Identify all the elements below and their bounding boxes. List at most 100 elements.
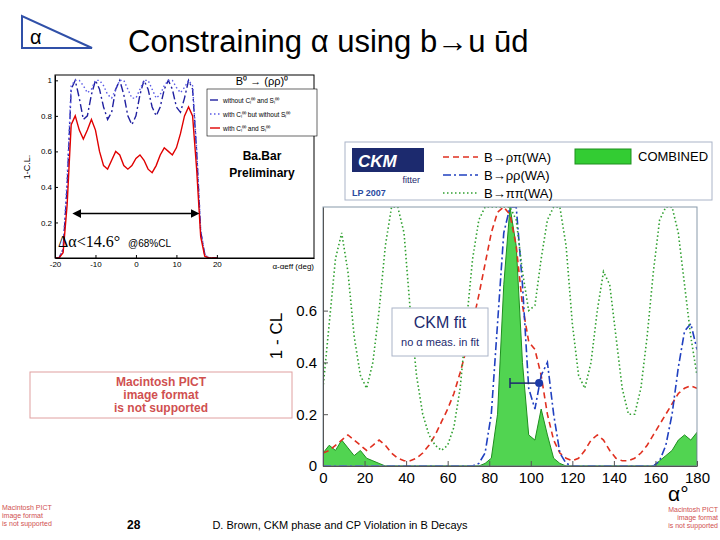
legend-box [207, 89, 317, 136]
logo-text: CKM [358, 152, 398, 171]
legend-swatch [443, 192, 478, 194]
x-tick-mark [655, 461, 656, 466]
plot-frame [55, 75, 314, 258]
legend-swatch [575, 149, 631, 164]
line-series [323, 207, 697, 461]
section-icon [22, 16, 92, 48]
annotation-text: no α meas. in fit [401, 336, 479, 348]
y-tick-mark [55, 222, 58, 223]
x-tick: 160 [643, 461, 668, 486]
error-bar [510, 382, 539, 384]
legend: CKMfitterLP 2007B→ρπ(WA)B→ρρ(WA)B→ππ(WA)… [345, 142, 712, 201]
placeholder-text: Macintosh PICT [116, 375, 207, 389]
x-tick-label: 20 [357, 469, 374, 486]
x-tick-mark [406, 461, 407, 466]
placeholder-text: image format [123, 388, 198, 402]
slide: αConstraining α using b→u ūd020406080100… [0, 0, 720, 540]
x-tick-label: 0 [319, 469, 327, 486]
y-tick-label: 1 [48, 76, 53, 85]
x-tick-mark [489, 461, 490, 466]
x-tick: 180 [685, 461, 710, 486]
footer: D. Brown, CKM phase and CP Violation in … [212, 519, 468, 531]
line-series [323, 207, 697, 466]
y-axis-title: 1 - CL [267, 313, 286, 359]
x-tick: -10 [90, 255, 102, 269]
x-tick: 80 [481, 461, 498, 486]
placeholder-text: Macintosh PICT [668, 506, 719, 513]
annotation: Δα<14.6° [58, 233, 120, 250]
x-tick-label: 10 [172, 260, 181, 269]
placeholder-text: is not supported [668, 522, 718, 530]
line-series [55, 107, 217, 258]
x-tick-label: 180 [685, 469, 710, 486]
panel [20, 66, 320, 274]
y-tick-label: 0.6 [41, 147, 53, 156]
y-tick-label: 0.8 [41, 112, 53, 121]
x-tick-label: 20 [213, 260, 222, 269]
x-tick-mark [95, 255, 96, 258]
legend-box [345, 142, 712, 200]
watermark: Ba.Bar [243, 149, 282, 163]
plot-area [55, 80, 217, 258]
x-tick-label: 0 [134, 260, 139, 269]
y-axis: 0.2 0.4 0.6 0.8 1 [41, 76, 58, 259]
image-placeholder: Macintosh PICTMacintosh PICTMacintosh PI… [2, 372, 719, 530]
placeholder-text: is not supported [114, 401, 208, 415]
legend-label: with Cₗ⁰⁰ and Sₗ⁰⁰ [222, 125, 271, 132]
x-axis: 020406080100120140160180 [319, 461, 710, 486]
y-tick: 0.6 [296, 302, 328, 319]
y-tick-mark [323, 414, 328, 415]
x-axis-line [324, 466, 698, 467]
x-tick-mark [572, 461, 573, 466]
area-series [323, 207, 697, 466]
plot-area [323, 207, 697, 466]
x-tick-mark [697, 461, 698, 466]
x-tick: 20 [357, 461, 374, 486]
x-tick: 40 [398, 461, 415, 486]
x-axis-title: α-αeff (deg) [272, 262, 314, 271]
chart-title: B⁰ → (ρρ)⁰ [236, 75, 288, 87]
x-tick: 20 [213, 255, 222, 269]
x-tick: 120 [560, 461, 585, 486]
y-tick-mark [323, 362, 328, 363]
x-tick-mark [614, 461, 615, 466]
y-tick: 0.2 [41, 219, 58, 228]
interval-arrow [77, 213, 195, 215]
legend: without Cₗ⁰⁰ and Sₗ⁰⁰with Cₗ⁰⁰ but witho… [207, 89, 317, 136]
legend-swatch [443, 156, 478, 158]
inset-chart: -20-10010200.20.40.60.81α-αeff (deg)1-C.… [20, 66, 320, 274]
y-tick-label: 0.6 [296, 302, 317, 319]
ckm-fit-annotation: CKM fit no α meas. in fit [392, 308, 488, 356]
panel [296, 128, 718, 500]
x-tick-label: 160 [643, 469, 668, 486]
legend-label: without Cₗ⁰⁰ and Sₗ⁰⁰ [222, 97, 280, 104]
x-tick-mark [217, 255, 218, 258]
x-tick-label: 60 [440, 469, 457, 486]
legend-label: COMBINED [638, 149, 708, 164]
x-tick: 100 [519, 461, 544, 486]
line-series [55, 80, 217, 258]
legend-swatch [210, 127, 220, 128]
plot-frame [323, 207, 697, 466]
annotation-title: CKM fit [414, 314, 467, 331]
fit-point [535, 379, 543, 387]
error-bar-cap [509, 378, 511, 388]
legend-swatch [210, 99, 220, 100]
y-tick-label: 0.4 [296, 354, 317, 371]
y-tick-mark [55, 151, 58, 152]
placeholder-text: image format [2, 512, 43, 520]
x-tick-mark [531, 461, 532, 466]
y-tick-mark [323, 311, 328, 312]
y-tick: 0.4 [41, 183, 58, 192]
x-tick-label: 80 [481, 469, 498, 486]
placeholder-box [30, 372, 292, 418]
background [0, 0, 720, 540]
y-tick: 1 [48, 76, 58, 85]
logo-text: fitter [402, 175, 420, 185]
annotation-box [392, 308, 488, 356]
x-tick-mark [136, 255, 137, 258]
y-axis-line [323, 208, 324, 467]
y-tick: 0.8 [41, 112, 58, 121]
y-tick-mark [323, 466, 328, 467]
annotation: @68%CL [128, 238, 171, 249]
